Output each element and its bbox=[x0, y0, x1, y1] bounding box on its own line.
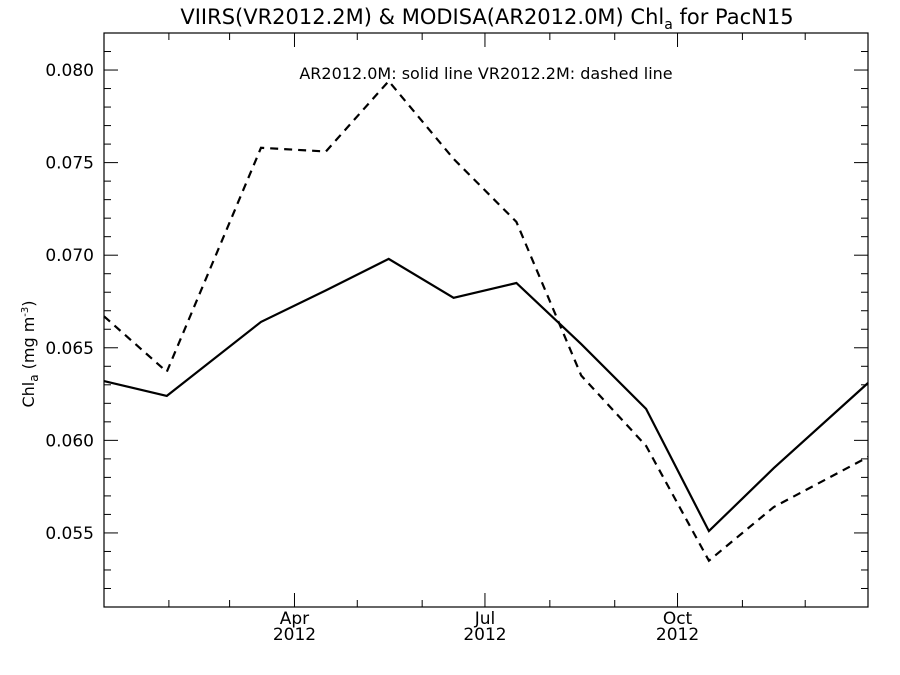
y-tick-label: 0.065 bbox=[45, 339, 94, 359]
series-line-ar2012-0m bbox=[103, 257, 869, 533]
y-tick-labels: 0.055 0.060 0.065 0.070 0.075 0.080 bbox=[45, 61, 94, 544]
tick-marks bbox=[104, 32, 868, 608]
plot-area-frame bbox=[103, 32, 869, 608]
x-tick-year-label: 2012 bbox=[273, 625, 316, 645]
y-tick-label: 0.055 bbox=[45, 524, 94, 544]
chart-title: VIIRS(VR2012.2M) & MODISA(AR2012.0M) Chl… bbox=[180, 5, 793, 33]
series-line-vr2012-2m bbox=[103, 79, 869, 563]
y-tick-label: 0.075 bbox=[45, 154, 94, 174]
y-axis-label: Chla (mg m-3) bbox=[19, 300, 41, 407]
x-tick-year-label: 2012 bbox=[463, 625, 506, 645]
x-tick-month-label: Jul bbox=[474, 609, 496, 629]
legend-annotation: AR2012.0M: solid line VR2012.2M: dashed … bbox=[299, 64, 672, 83]
y-tick-label: 0.070 bbox=[45, 246, 94, 266]
x-tick-month-label: Apr bbox=[280, 609, 309, 629]
y-tick-label: 0.060 bbox=[45, 431, 94, 451]
x-tick-year-label: 2012 bbox=[656, 625, 699, 645]
x-tick-month-label: Oct bbox=[663, 609, 693, 629]
y-tick-label: 0.080 bbox=[45, 61, 94, 81]
data-series bbox=[103, 79, 869, 563]
